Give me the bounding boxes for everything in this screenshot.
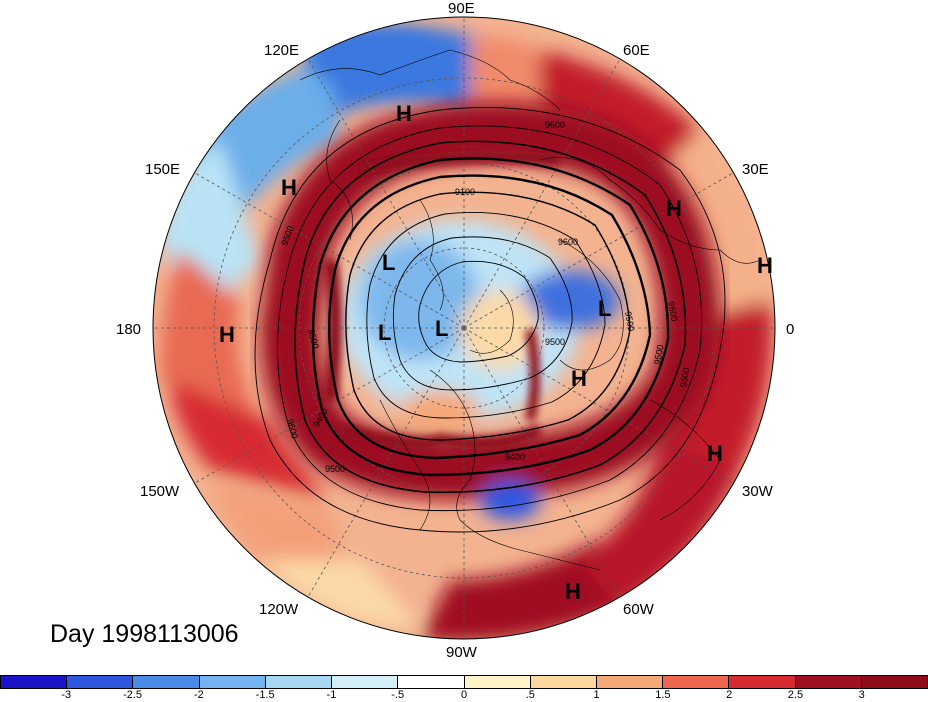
colorbar-tick-label: -2.5 — [123, 689, 143, 701]
colorbar-box — [663, 676, 730, 688]
lon-label-90w: 90W — [446, 644, 478, 661]
high-center: H — [565, 579, 581, 604]
high-center: H — [281, 175, 297, 200]
day-label: Day 1998113006 — [50, 620, 239, 648]
colorbar-tick-label: .5 — [525, 689, 535, 701]
colorbar-box — [1, 676, 68, 688]
coastlines — [299, 49, 761, 571]
lon-label-0: 0 — [786, 321, 794, 338]
low-center: L — [382, 250, 395, 275]
high-center: H — [707, 441, 723, 466]
pressure-centers: H H H H H H H H L L L L — [219, 101, 773, 604]
high-center: H — [757, 253, 773, 278]
contour-label: 9600 — [666, 301, 679, 322]
colorbar-tick-label: -1.5 — [255, 689, 275, 701]
colorbar-box — [861, 676, 928, 688]
colorbar-tick-label: -3 — [61, 689, 72, 701]
colorbar-tick-label: 3 — [858, 689, 865, 701]
colorbar-box — [464, 676, 531, 688]
high-center: H — [571, 366, 587, 391]
colorbar-tick-label: 2.5 — [787, 689, 804, 701]
lon-label-90e: 90E — [448, 0, 475, 17]
contour-label: 9400 — [505, 452, 525, 462]
high-center: H — [666, 196, 682, 221]
colorbar-tick-label: 0 — [460, 689, 468, 701]
colorbar-tick-label: -2 — [193, 689, 204, 701]
colorbar-box — [67, 676, 134, 688]
contour-label: 9500 — [325, 464, 345, 474]
lon-label-30w: 30W — [742, 483, 774, 500]
contour-label: 9500 — [545, 337, 565, 347]
colorbar-tick-label: -1 — [326, 689, 337, 701]
anomaly-field — [153, 17, 775, 639]
colorbar-box — [133, 676, 200, 688]
contour-label: 9600 — [545, 120, 565, 130]
contour-label: 9500 — [652, 344, 665, 365]
lon-label-30e: 30E — [742, 161, 769, 178]
graticule — [153, 17, 775, 639]
colorbar-box — [398, 676, 465, 688]
lon-label-120e: 120E — [264, 42, 299, 59]
contour-label: 9500 — [623, 311, 636, 332]
colorbar-tick-label: 1 — [593, 689, 600, 701]
colorbar-box — [729, 676, 796, 688]
longitude-labels: 90E 60E 30E 0 30W 60W 90W 120W 150W 180 … — [116, 0, 794, 661]
colorbar — [0, 675, 928, 689]
lon-label-180: 180 — [116, 321, 141, 338]
colorbar-tick-label: -.5 — [391, 689, 405, 701]
lon-label-60e: 60E — [623, 42, 650, 59]
low-center: L — [378, 320, 391, 345]
colorbar-box — [332, 676, 399, 688]
contour-label: 9100 — [455, 187, 475, 197]
lon-label-60w: 60W — [623, 601, 655, 618]
colorbar-box — [530, 676, 597, 688]
polar-map: 9600 9100 9500 9500 9600 9500 9400 9500 … — [116, 0, 794, 661]
high-center: H — [396, 101, 412, 126]
lon-label-120w: 120W — [259, 601, 299, 618]
map-boundary — [152, 16, 776, 640]
colorbar-tick-label: 1.5 — [655, 689, 671, 701]
colorbar-box — [795, 676, 862, 688]
colorbar-box — [265, 676, 333, 688]
colorbar-tick-label: 2 — [726, 689, 733, 701]
high-center: H — [219, 322, 235, 347]
contour-labels: 9600 9100 9500 9500 9600 9500 9400 9500 … — [279, 120, 691, 474]
colorbar-box — [596, 676, 664, 688]
colorbar-box — [199, 676, 266, 688]
contour-label: 9600 — [558, 237, 578, 247]
height-contours — [254, 107, 726, 533]
contour-label: 9600 — [678, 367, 691, 388]
lon-label-150w: 150W — [140, 483, 180, 500]
low-center: L — [598, 296, 611, 321]
low-center: L — [435, 316, 448, 341]
lon-label-150e: 150E — [145, 161, 180, 178]
